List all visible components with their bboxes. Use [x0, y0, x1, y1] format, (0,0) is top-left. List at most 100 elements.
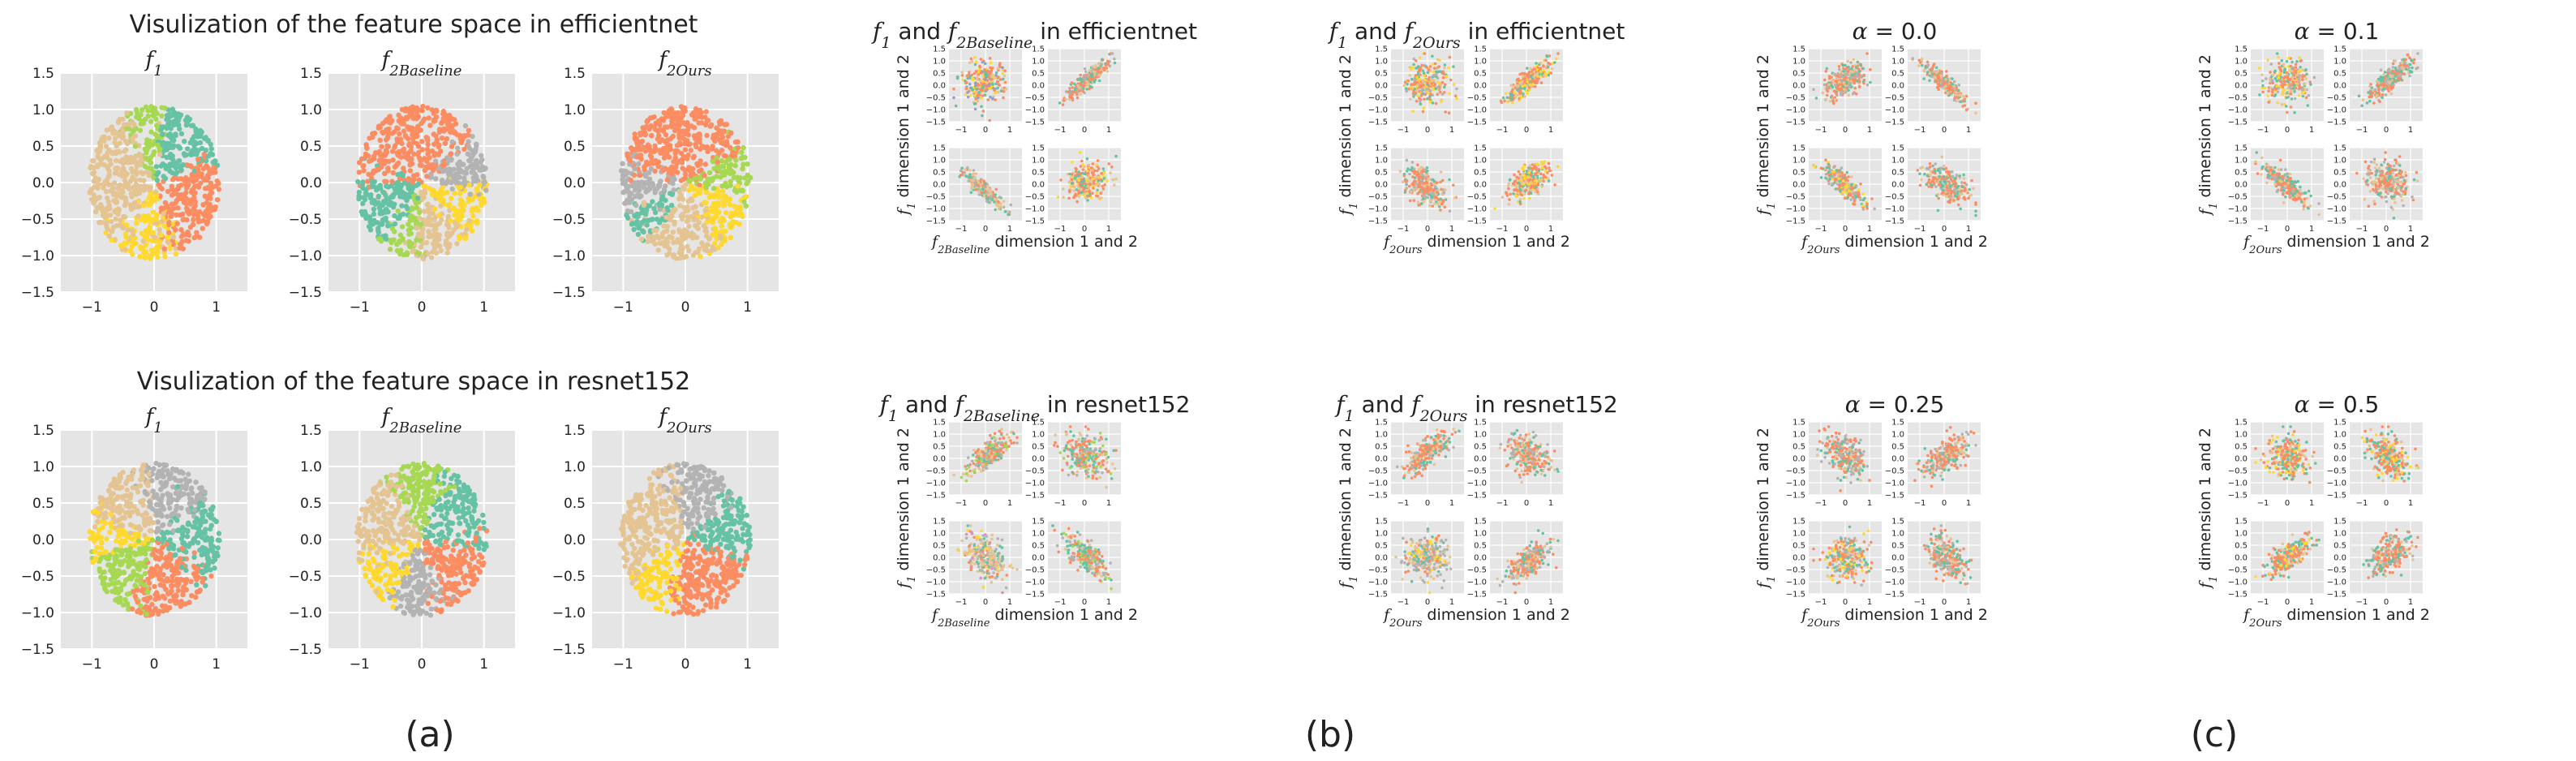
- data-point: [167, 246, 173, 252]
- data-point: [131, 589, 136, 595]
- data-point: [722, 197, 728, 203]
- data-point: [474, 141, 479, 147]
- y-tick-label: 1.5: [32, 66, 54, 82]
- data-point: [146, 170, 152, 176]
- data-point: [456, 164, 462, 170]
- data-point: [361, 168, 367, 174]
- data-point: [728, 130, 734, 135]
- data-point: [450, 586, 456, 591]
- data-point: [355, 178, 361, 185]
- data-point: [195, 574, 201, 580]
- data-point: [152, 234, 158, 240]
- data-point: [407, 576, 413, 583]
- data-point: [727, 144, 733, 150]
- data-point: [115, 590, 121, 596]
- data-point: [107, 567, 114, 574]
- data-point: [131, 467, 136, 473]
- data-point: [464, 531, 470, 536]
- data-point: [136, 566, 142, 573]
- data-point: [148, 118, 154, 124]
- data-point: [155, 592, 161, 599]
- data-point: [680, 110, 685, 115]
- data-point: [454, 241, 460, 247]
- data-point: [392, 213, 397, 219]
- data-point: [384, 587, 390, 593]
- data-point: [431, 512, 437, 518]
- data-point: [402, 517, 409, 523]
- data-point: [448, 151, 454, 157]
- data-point: [398, 170, 404, 177]
- data-point: [164, 113, 170, 118]
- data-point: [660, 167, 666, 173]
- data-point: [379, 595, 385, 601]
- data-point: [130, 252, 135, 257]
- panel-title: f2Baseline: [380, 405, 462, 436]
- data-point: [451, 472, 457, 479]
- data-point: [366, 551, 371, 557]
- data-point: [419, 608, 425, 614]
- data-point: [154, 110, 160, 117]
- data-point: [203, 209, 209, 214]
- data-point: [116, 183, 122, 189]
- data-point: [112, 180, 118, 186]
- data-point: [120, 189, 126, 195]
- data-point: [655, 234, 661, 240]
- data-point: [719, 188, 726, 194]
- data-point: [376, 193, 381, 200]
- data-point: [194, 210, 200, 216]
- y-tick-label: −0.5: [552, 212, 586, 228]
- x-tick-label: 1: [212, 299, 221, 316]
- data-point: [134, 508, 140, 514]
- data-point: [670, 230, 676, 235]
- data-point: [732, 203, 737, 209]
- data-point: [714, 214, 719, 220]
- data-point: [159, 113, 165, 119]
- data-point: [384, 135, 390, 141]
- data-point: [711, 205, 716, 211]
- x-tick-label: −1: [613, 299, 633, 316]
- data-point: [365, 178, 371, 184]
- data-point: [146, 195, 152, 201]
- data-point: [98, 545, 105, 551]
- data-point: [720, 140, 726, 145]
- data-point: [105, 504, 111, 510]
- data-point: [428, 234, 434, 239]
- data-point: [377, 183, 383, 188]
- data-point: [376, 230, 381, 235]
- data-point: [668, 106, 674, 112]
- data-point: [170, 484, 176, 490]
- data-point: [638, 193, 644, 199]
- data-point: [383, 582, 389, 587]
- data-point: [436, 213, 442, 218]
- data-point: [638, 236, 645, 242]
- data-point: [187, 600, 192, 605]
- data-point: [453, 597, 459, 603]
- data-point: [387, 595, 393, 601]
- data-point: [118, 223, 124, 229]
- data-point: [105, 165, 110, 171]
- data-point: [468, 223, 474, 230]
- data-point: [475, 559, 482, 565]
- data-point: [129, 243, 135, 249]
- data-point: [183, 549, 189, 555]
- data-point: [371, 527, 376, 534]
- data-point: [466, 182, 472, 188]
- data-point: [113, 150, 118, 157]
- data-point: [422, 513, 427, 518]
- data-point: [178, 131, 185, 137]
- data-point: [374, 506, 380, 513]
- data-point: [748, 174, 753, 181]
- data-point: [397, 184, 404, 191]
- data-point: [186, 239, 191, 244]
- data-point: [165, 514, 170, 519]
- data-point: [390, 544, 396, 549]
- data-point: [409, 161, 415, 166]
- math-part: 2Ours: [666, 62, 712, 80]
- data-point: [158, 479, 164, 485]
- data-point: [194, 582, 200, 587]
- y-tick-label: 1.0: [32, 102, 54, 118]
- panel-title: f2Baseline: [380, 48, 462, 80]
- data-point: [397, 521, 403, 527]
- data-point: [169, 192, 175, 198]
- data-point: [629, 580, 635, 586]
